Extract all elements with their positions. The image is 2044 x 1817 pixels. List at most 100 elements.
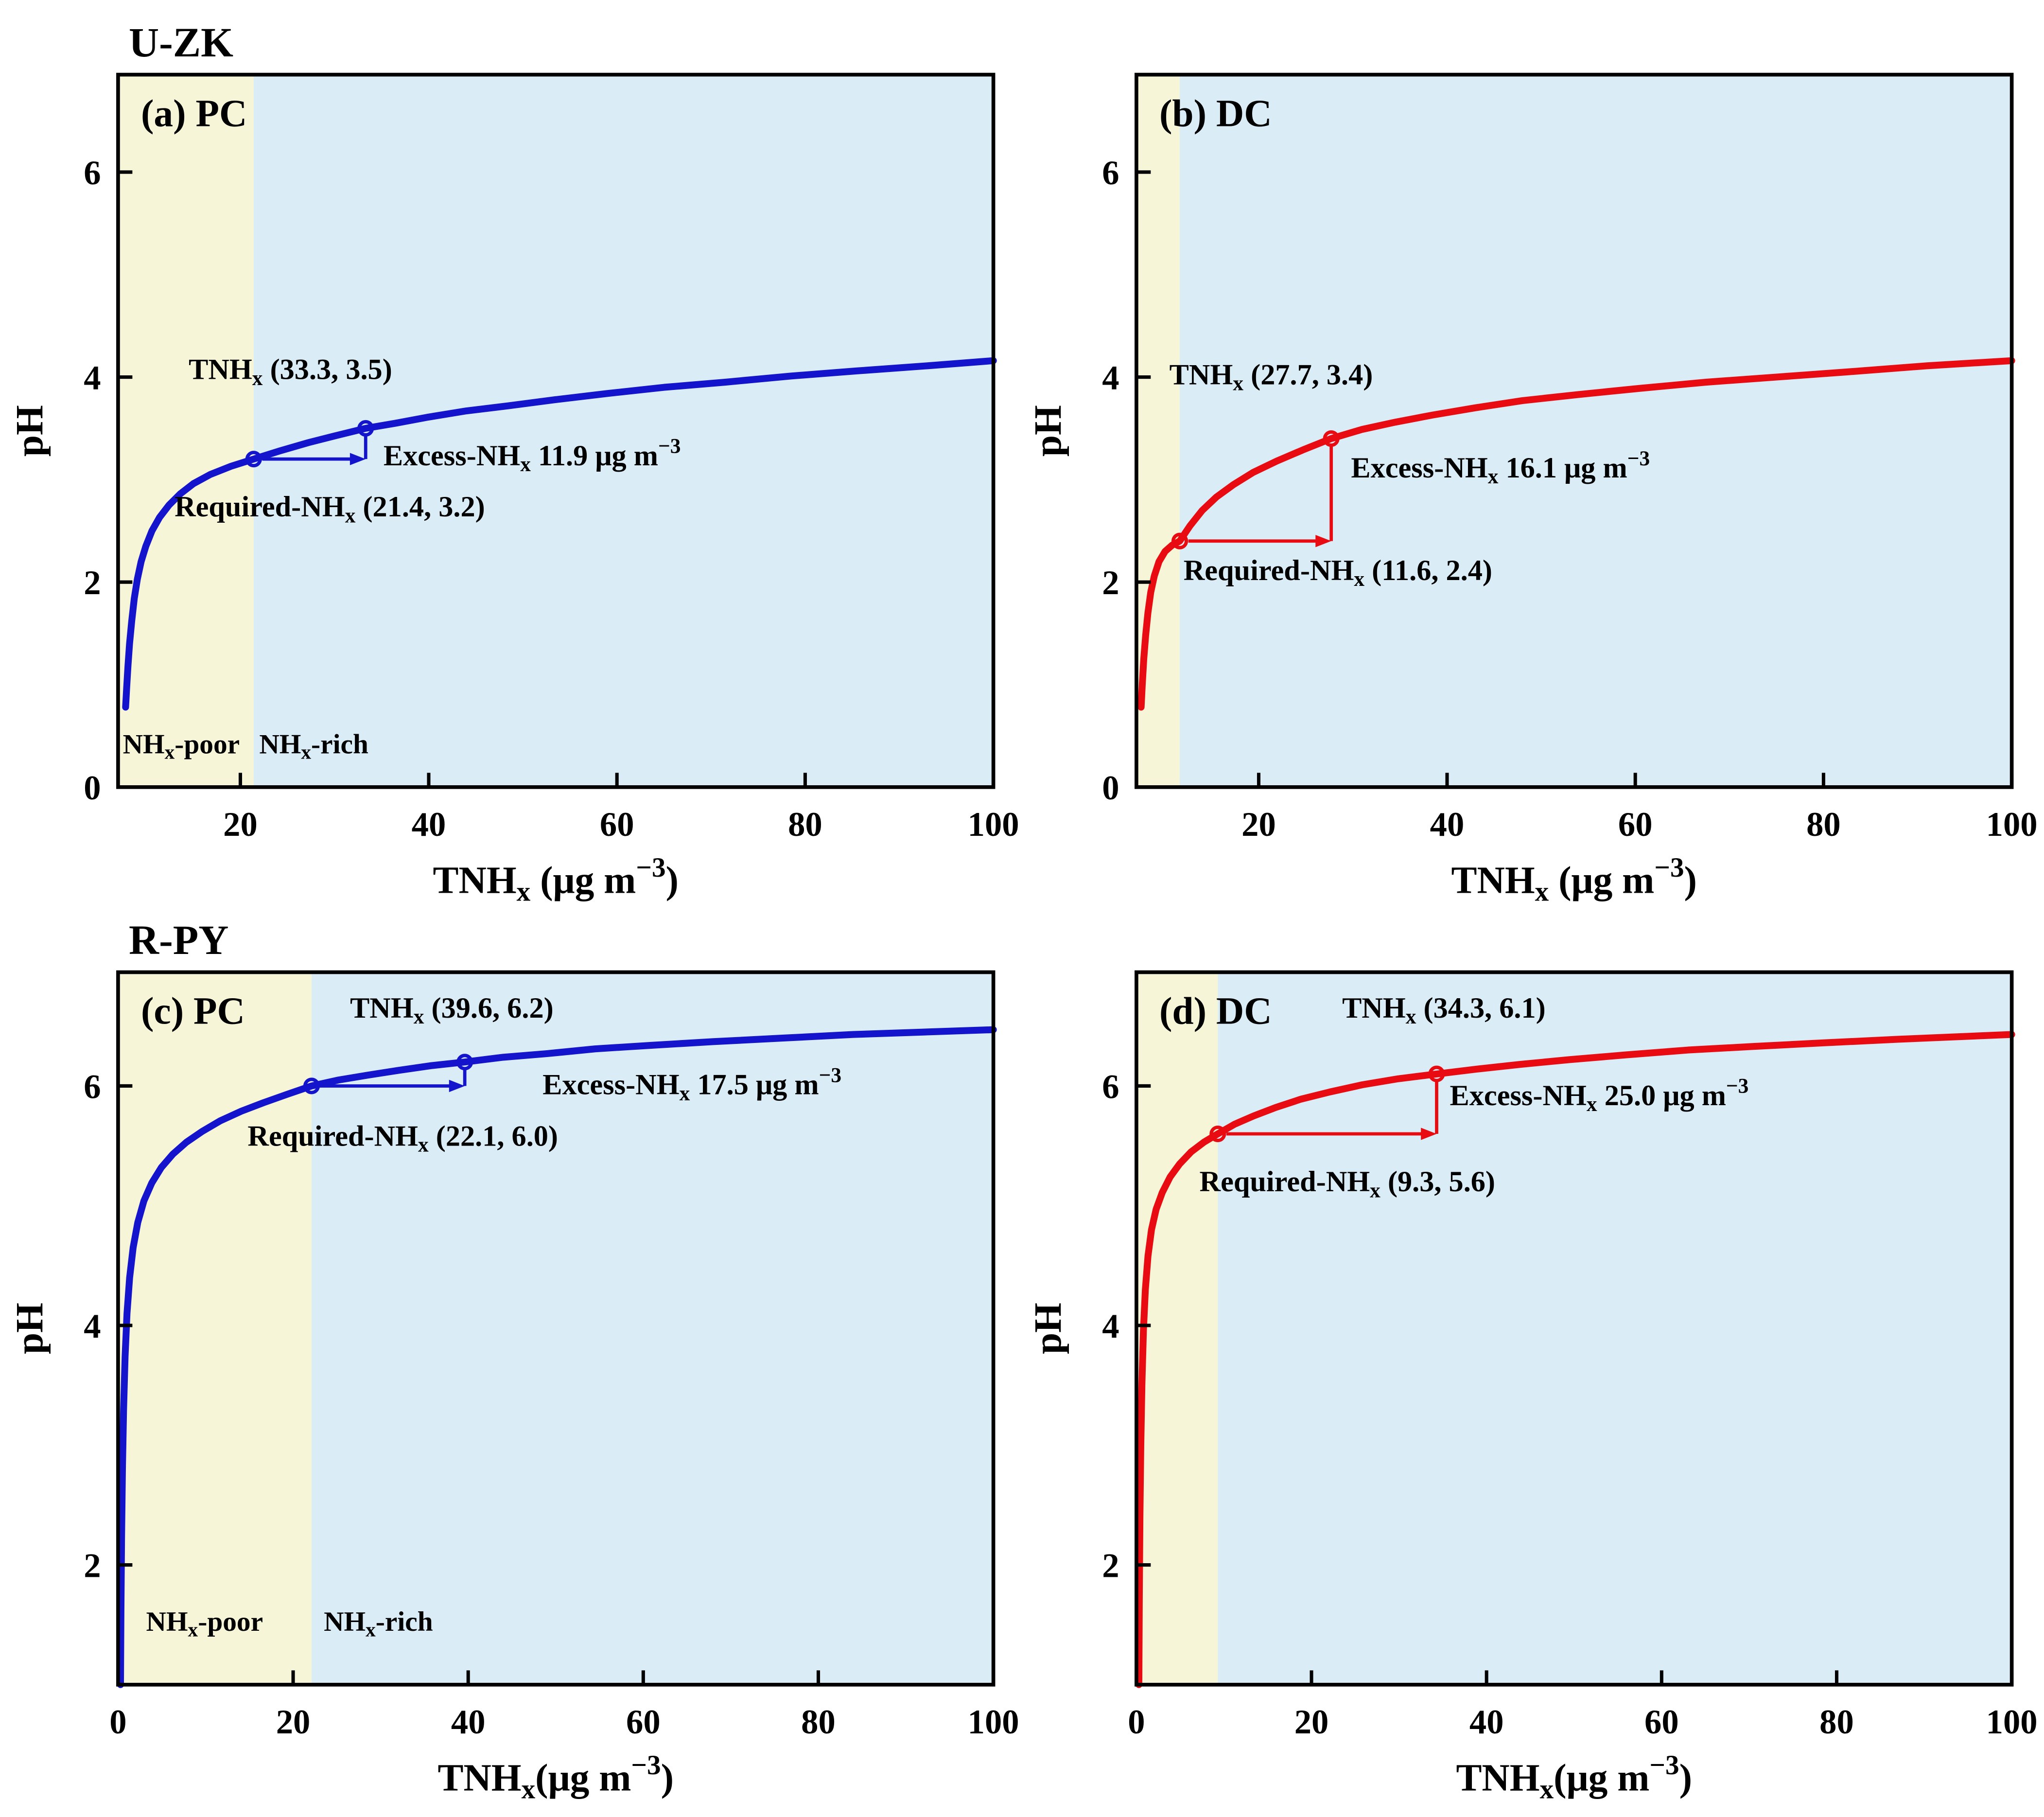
a-required-point-marker <box>245 451 262 468</box>
b-x-axis-title: TNHx (μg m−3) <box>1451 852 1697 907</box>
d-required-point-marker <box>1209 1125 1226 1143</box>
a-nhx-rich-region <box>253 74 994 787</box>
a-y-tick-label: 0 <box>84 769 101 807</box>
b-y-tick-label: 6 <box>1102 154 1119 192</box>
a-x-axis-title: TNHx (μg m−3) <box>433 852 679 907</box>
b-excess-arrowhead <box>1315 535 1331 547</box>
b-nhx-rich-region <box>1180 74 2012 787</box>
a-x-tick-label: 60 <box>600 806 634 844</box>
c-nhx-rich-label: NHx-rich <box>324 1606 433 1641</box>
a-tnhx-label: TNHx (33.3, 3.5) <box>189 353 392 390</box>
c-x-tick-label: 40 <box>451 1703 486 1741</box>
a-x-tick-label: 40 <box>412 806 446 844</box>
charts-row-bottom: 0 20 40 60 80 100 2 4 6 TNHx(μg m−3) pH (c) PC TNHx … <box>8 961 2038 1805</box>
c-nhx-poor-region <box>118 972 312 1685</box>
c-x-tick-label: 20 <box>276 1703 311 1741</box>
c-plot-border <box>116 970 996 1687</box>
a-excess-arrowhead <box>349 453 366 465</box>
d-y-tick-label: 6 <box>1102 1068 1119 1106</box>
c-x-tick-label: 60 <box>626 1703 661 1741</box>
d-y-tick-label: 4 <box>1102 1307 1119 1345</box>
b-ph-curve <box>1137 357 2015 711</box>
b-required-label: Required-NHx (11.6, 2.4) <box>1184 554 1492 591</box>
b-tnhx-point-marker <box>1323 430 1340 447</box>
d-x-tick-label: 0 <box>1128 1703 1145 1741</box>
b-x-axis: 20 40 60 80 100 <box>1241 773 2038 844</box>
d-y-axis-title: pH <box>1027 1303 1069 1354</box>
a-ph-curve <box>122 357 997 711</box>
b-tnhx-label: TNHx (27.7, 3.4) <box>1170 358 1373 395</box>
d-tnhx-point-marker <box>1428 1065 1445 1082</box>
panel-c-chart: 0 20 40 60 80 100 2 4 6 TNHx(μg m−3) pH (c) PC TNHx … <box>8 970 1019 1804</box>
d-x-tick-label: 100 <box>1986 1703 2038 1741</box>
a-panel-label: (a) PC <box>141 92 247 135</box>
c-x-tick-label: 100 <box>968 1703 1019 1741</box>
c-ph-curve <box>117 1026 997 1688</box>
b-x-tick-label: 80 <box>1806 806 1841 844</box>
c-excess-arrowhead <box>449 1079 465 1093</box>
d-excess-label: Excess-NHx 25.0 μg m−3 <box>1450 1075 1749 1116</box>
a-x-tick-label: 100 <box>968 806 1019 844</box>
a-x-axis: 20 40 60 80 100 <box>223 773 1019 844</box>
d-y-tick-label: 2 <box>1102 1547 1119 1585</box>
c-panel-label: (c) PC <box>141 989 245 1032</box>
d-y-axis: 2 4 6 <box>1102 1068 1151 1585</box>
b-excess-label: Excess-NHx 16.1 μg m−3 <box>1351 447 1650 488</box>
panel-d-chart: 0 20 40 60 80 100 2 4 6 TNHx(μg m−3) pH (d) DC TNHx … <box>1027 970 2038 1804</box>
c-y-tick-label: 6 <box>84 1068 101 1106</box>
c-x-axis-title: TNHx(μg m−3) <box>437 1750 674 1804</box>
a-nhx-rich-label: NHx-rich <box>259 729 368 763</box>
c-y-tick-label: 2 <box>84 1547 101 1585</box>
c-y-axis: 2 4 6 <box>84 1068 133 1585</box>
c-required-label: Required-NHx (22.1, 6.0) <box>247 1120 558 1157</box>
a-required-label: Required-NHx (21.4, 3.2) <box>175 491 485 527</box>
b-required-point-marker <box>1171 532 1188 549</box>
d-plot-border <box>1135 970 2014 1687</box>
a-excess-label: Excess-NHx 11.9 μg m−3 <box>384 434 681 476</box>
d-x-tick-label: 80 <box>1819 1703 1854 1741</box>
d-required-label: Required-NHx (9.3, 5.6) <box>1200 1165 1495 1202</box>
d-excess-arrowhead <box>1421 1128 1437 1140</box>
c-y-axis-title: pH <box>8 1303 51 1354</box>
a-y-tick-label: 6 <box>84 154 101 192</box>
c-x-axis: 0 20 40 60 80 100 <box>109 1670 1019 1741</box>
a-nhx-poor-label: NHx-poor <box>123 729 240 763</box>
a-x-tick-label: 80 <box>788 806 822 844</box>
d-x-axis: 0 20 40 60 80 100 <box>1128 1670 2038 1741</box>
a-y-axis: 0 2 4 6 <box>84 154 133 807</box>
b-y-axis-title: pH <box>1027 405 1069 457</box>
c-excess-label: Excess-NHx 17.5 μg m−3 <box>542 1063 841 1105</box>
d-panel-label: (d) DC <box>1159 989 1272 1032</box>
a-x-tick-label: 20 <box>223 806 258 844</box>
d-x-tick-label: 40 <box>1469 1703 1504 1741</box>
c-x-tick-label: 0 <box>109 1703 126 1741</box>
a-nhx-poor-region <box>118 74 254 787</box>
a-y-tick-label: 4 <box>84 359 101 397</box>
panel-b-chart: 20 40 60 80 100 0 2 4 6 TNHx (μg m−3) pH (b) DC TNHx… <box>1027 72 2038 907</box>
b-x-tick-label: 60 <box>1618 806 1653 844</box>
d-x-tick-label: 20 <box>1294 1703 1329 1741</box>
b-y-tick-label: 0 <box>1102 769 1119 807</box>
b-x-tick-label: 20 <box>1241 806 1276 844</box>
a-y-tick-label: 2 <box>84 564 101 602</box>
row-title-rpy: R-PY <box>129 917 229 963</box>
a-tnhx-point-marker <box>357 420 374 437</box>
c-tnhx-point-marker <box>456 1054 473 1071</box>
b-y-tick-label: 2 <box>1102 564 1119 602</box>
panel-a-chart: 20 40 60 80 100 0 2 4 6 TNHx (μg m−3) pH (a) PC TNHx… <box>8 72 1019 907</box>
b-x-tick-label: 40 <box>1430 806 1465 844</box>
c-nhx-rich-region <box>312 972 994 1685</box>
c-tnhx-label: TNHx (39.6, 6.2) <box>350 992 554 1028</box>
charts-row-top: 20 40 60 80 100 0 2 4 6 TNHx (μg m−3) pH (a) PC TNHx… <box>8 63 2038 907</box>
d-x-axis-title: TNHx(μg m−3) <box>1456 1750 1692 1804</box>
c-x-tick-label: 80 <box>801 1703 836 1741</box>
d-ph-curve <box>1135 1031 2015 1688</box>
b-x-tick-label: 100 <box>1986 806 2038 844</box>
c-required-point-marker <box>303 1077 320 1094</box>
a-y-axis-title: pH <box>8 405 51 457</box>
row-title-uzk: U-ZK <box>129 19 233 66</box>
c-nhx-poor-label: NHx-poor <box>146 1606 263 1641</box>
b-y-axis: 0 2 4 6 <box>1102 154 1151 807</box>
b-plot-border <box>1135 72 2014 789</box>
